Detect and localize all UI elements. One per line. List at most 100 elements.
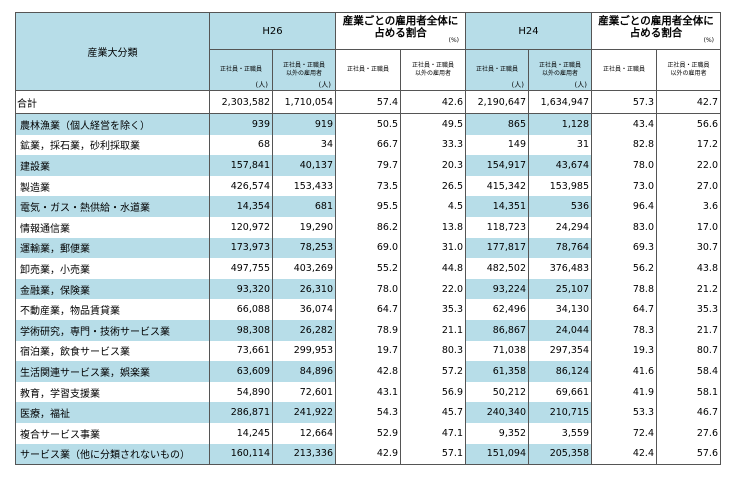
industry-name-cell: 農林漁業（個人経営を除く） — [15, 113, 210, 135]
h24-regular-count-cell: 118,723 — [465, 216, 529, 238]
h24-regular-count-cell: 93,224 — [465, 278, 529, 300]
employment-table: 産業大分類 H26 産業ごとの雇用者全体に 占める割合 (%) H24 産業ごと… — [15, 12, 721, 466]
h24-regular-share-cell: 78.0 — [591, 155, 657, 176]
table-row: サービス業（他に分類されないもの） 160,114 213,336 42.9 57.1 1… — [15, 443, 721, 466]
h24-nonregular-share-cell: 35.3 — [656, 299, 721, 320]
sub-header-regular-pct: 正社員・正職員 — [591, 49, 657, 91]
h26-regular-share-cell: 86.2 — [335, 216, 401, 238]
h26-nonregular-share-cell: 26.5 — [400, 175, 466, 197]
sub-nonregular-line2: 以外の雇用者 — [285, 70, 322, 77]
h24-regular-share-cell: 41.6 — [591, 361, 657, 382]
share-label-line1: 産業ごとの雇用者全体に — [598, 15, 714, 27]
h26-regular-share-cell: 73.5 — [335, 175, 401, 197]
h26-nonregular-count-cell: 26,282 — [272, 319, 336, 341]
sub-nonregular-line2: 以外の雇用者 — [414, 70, 451, 77]
h24-nonregular-count-cell: 210,715 — [528, 402, 592, 423]
h26-regular-share-cell: 42.8 — [335, 361, 401, 382]
h24-nonregular-count-cell: 205,358 — [528, 443, 592, 466]
sub-nonregular-line1: 正社員・正職員 — [538, 62, 581, 69]
h24-regular-share-cell: 78.3 — [591, 319, 657, 341]
industry-name-cell: 情報通信業 — [15, 216, 210, 238]
sub-regular-label: 正社員・正職員 — [219, 66, 262, 73]
h26-nonregular-count-cell: 299,953 — [272, 340, 336, 362]
h24-nonregular-share-cell: 57.6 — [656, 443, 721, 466]
h26-nonregular-share-cell: 44.8 — [400, 258, 466, 279]
industry-name-cell: 不動産業，物品賃貸業 — [15, 299, 210, 320]
h24-nonregular-count-cell: 297,354 — [528, 340, 592, 362]
h24-nonregular-count-cell: 536 — [528, 196, 592, 217]
table-row: 複合サービス事業 14,245 12,664 52.9 47.1 9,352 3,559 72… — [15, 422, 721, 444]
h26-regular-count-cell: 66,088 — [209, 299, 273, 320]
h26-nonregular-share-cell: 57.1 — [400, 443, 466, 466]
h24-regular-share-cell: 64.7 — [591, 299, 657, 320]
year-h26-header: H26 — [209, 12, 336, 50]
h26-nonregular-count-cell: 1,710,054 — [272, 90, 336, 114]
h24-nonregular-share-cell: 43.8 — [656, 258, 721, 279]
sub-header-nonregular-pct: 正社員・正職員 以外の雇用者 — [656, 49, 721, 91]
h24-regular-share-cell: 82.8 — [591, 134, 657, 156]
h24-regular-share-cell: 83.0 — [591, 216, 657, 238]
h26-regular-count-cell: 63,609 — [209, 361, 273, 382]
h26-regular-count-cell: 426,574 — [209, 175, 273, 197]
share-header-h24: 産業ごとの雇用者全体に 占める割合 (%) — [591, 12, 721, 50]
h24-nonregular-count-cell: 24,294 — [528, 216, 592, 238]
h24-nonregular-share-cell: 17.0 — [656, 216, 721, 238]
person-unit: (人) — [511, 81, 524, 89]
sub-header-regular: 正社員・正職員 (人) — [209, 49, 273, 91]
h24-nonregular-share-cell: 56.6 — [656, 113, 721, 135]
h26-nonregular-share-cell: 56.9 — [400, 381, 466, 403]
h24-nonregular-share-cell: 17.2 — [656, 134, 721, 156]
h26-regular-share-cell: 78.9 — [335, 319, 401, 341]
h26-regular-share-cell: 64.7 — [335, 299, 401, 320]
h26-regular-count-cell: 120,972 — [209, 216, 273, 238]
employment-table-wrapper: 産業大分類 H26 産業ごとの雇用者全体に 占める割合 (%) H24 産業ごと… — [15, 12, 721, 466]
h24-nonregular-count-cell: 1,634,947 — [528, 90, 592, 114]
h24-regular-share-cell: 78.8 — [591, 278, 657, 300]
h24-nonregular-count-cell: 153,985 — [528, 175, 592, 197]
sub-header-nonregular: 正社員・正職員 以外の雇用者 (人) — [272, 49, 336, 91]
h26-regular-count-cell: 73,661 — [209, 340, 273, 362]
table-row: 生活関連サービス業，娯楽業 63,609 84,896 42.8 57.2 61,358 8… — [15, 361, 721, 382]
table-row: 卸売業，小売業 497,755 403,269 55.2 44.8 482,502 376,… — [15, 258, 721, 279]
h26-regular-count-cell: 14,354 — [209, 196, 273, 217]
industry-header: 産業大分類 — [15, 12, 210, 91]
h26-nonregular-count-cell: 36,074 — [272, 299, 336, 320]
h26-regular-count-cell: 939 — [209, 113, 273, 135]
h26-regular-count-cell: 93,320 — [209, 278, 273, 300]
table-row: 製造業 426,574 153,433 73.5 26.5 415,342 153,985 7… — [15, 175, 721, 197]
h24-nonregular-count-cell: 86,124 — [528, 361, 592, 382]
h24-regular-share-cell: 19.3 — [591, 340, 657, 362]
h26-nonregular-share-cell: 4.5 — [400, 196, 466, 217]
sub-nonregular-line2: 以外の雇用者 — [670, 70, 707, 77]
industry-name-cell: 建設業 — [15, 155, 210, 176]
h26-nonregular-share-cell: 49.5 — [400, 113, 466, 135]
h24-regular-count-cell: 50,212 — [465, 381, 529, 403]
h26-nonregular-share-cell: 35.3 — [400, 299, 466, 320]
h26-regular-share-cell: 54.3 — [335, 402, 401, 423]
sub-header-regular-pct: 正社員・正職員 — [335, 49, 401, 91]
h26-nonregular-share-cell: 47.1 — [400, 422, 466, 444]
h26-regular-share-cell: 57.4 — [335, 90, 401, 114]
table-row: 運輸業，郵便業 173,973 78,253 69.0 31.0 177,817 78,76… — [15, 237, 721, 259]
h24-nonregular-share-cell: 46.7 — [656, 402, 721, 423]
h24-nonregular-share-cell: 22.0 — [656, 155, 721, 176]
h26-nonregular-share-cell: 57.2 — [400, 361, 466, 382]
h24-nonregular-count-cell: 376,483 — [528, 258, 592, 279]
h24-regular-count-cell: 62,496 — [465, 299, 529, 320]
h26-regular-count-cell: 2,303,582 — [209, 90, 273, 114]
h24-regular-share-cell: 53.3 — [591, 402, 657, 423]
h26-regular-share-cell: 95.5 — [335, 196, 401, 217]
h24-regular-count-cell: 482,502 — [465, 258, 529, 279]
h24-regular-count-cell: 9,352 — [465, 422, 529, 444]
h26-regular-count-cell: 54,890 — [209, 381, 273, 403]
industry-name-cell: 卸売業，小売業 — [15, 258, 210, 279]
industry-name-cell: 鉱業，採石業，砂利採取業 — [15, 134, 210, 156]
table-row: 情報通信業 120,972 19,290 86.2 13.8 118,723 24,294 8… — [15, 216, 721, 238]
h26-regular-count-cell: 14,245 — [209, 422, 273, 444]
h26-nonregular-count-cell: 213,336 — [272, 443, 336, 466]
h24-regular-share-cell: 72.4 — [591, 422, 657, 444]
h26-nonregular-share-cell: 42.6 — [400, 90, 466, 114]
h26-nonregular-count-cell: 403,269 — [272, 258, 336, 279]
table-row: 建設業 157,841 40,137 79.7 20.3 154,917 43,674 78.… — [15, 155, 721, 176]
industry-name-cell: 合計 — [15, 90, 210, 114]
